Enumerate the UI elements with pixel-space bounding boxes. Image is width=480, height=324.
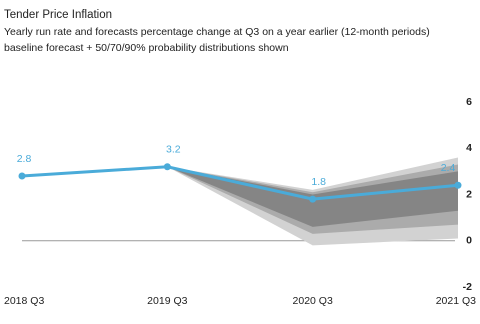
x-tick-label: 2018 Q3 (4, 295, 44, 307)
value-label: 3.2 (166, 144, 181, 156)
y-tick-label: -2 (463, 281, 472, 293)
x-tick-label: 2019 Q3 (147, 295, 187, 307)
chart-subtitle: Yearly run rate and forecasts percentage… (4, 26, 430, 38)
x-tick-label: 2021 Q3 (436, 295, 476, 307)
y-tick-label: 0 (466, 235, 472, 247)
value-label: 2.4 (441, 162, 456, 174)
chart-subtitle: baseline forecast + 50/70/90% probabilit… (4, 42, 289, 54)
y-tick-label: 2 (466, 188, 472, 200)
chart-title: Tender Price Inflation (4, 9, 112, 21)
x-tick-label: 2020 Q3 (293, 295, 333, 307)
data-point (309, 195, 317, 203)
value-label: 2.8 (17, 153, 32, 165)
value-label: 1.8 (311, 176, 326, 188)
data-point (18, 172, 26, 180)
data-line (21, 165, 459, 201)
data-point (163, 163, 171, 171)
y-tick-label: 4 (466, 142, 472, 154)
data-point (454, 181, 462, 189)
y-tick-label: 6 (466, 96, 472, 108)
